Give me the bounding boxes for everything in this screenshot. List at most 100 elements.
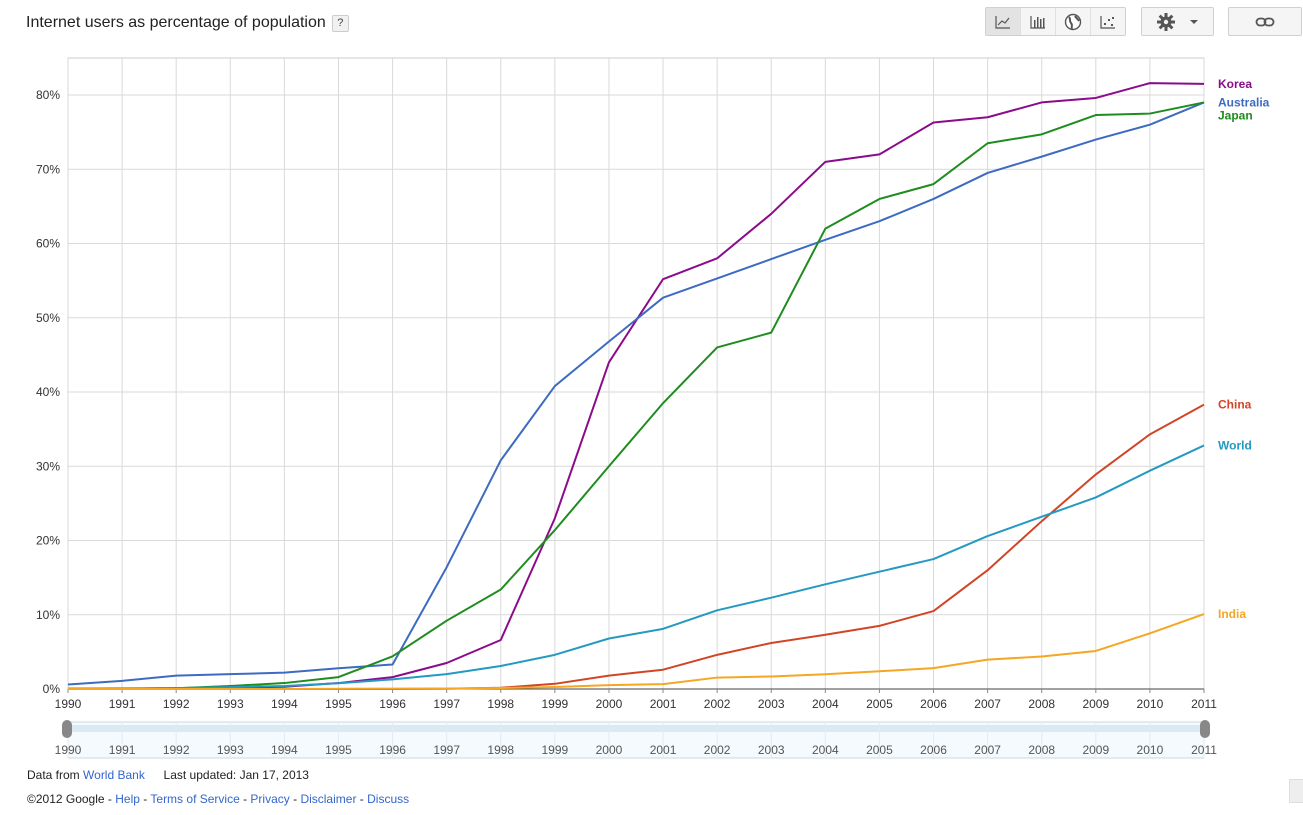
link-icon	[1255, 17, 1275, 26]
settings-button[interactable]	[1141, 7, 1214, 36]
slider-label: 2011	[1191, 743, 1217, 757]
copyright: ©2012 Google	[27, 792, 105, 806]
gear-icon	[1156, 12, 1175, 31]
x-tick-label: 2001	[650, 697, 677, 711]
time-range-slider: 1990 1991 1992 1993 1994 1995 1996 1997 1998 1999…	[55, 720, 1217, 759]
series-line-korea	[67, 82, 1205, 690]
chevron-down-icon	[1189, 19, 1198, 24]
slider-label: 2006	[920, 743, 947, 757]
last-updated: Last updated: Jan 17, 2013	[163, 768, 309, 782]
slider-label: 2008	[1028, 743, 1055, 757]
slider-label: 1994	[271, 743, 298, 757]
slider-label: 1990	[55, 743, 82, 757]
chart-type-toolbar	[985, 7, 1126, 36]
y-tick-label: 50%	[36, 311, 60, 325]
x-tick-label: 2011	[1191, 697, 1217, 711]
scatter-plot-icon	[1100, 15, 1115, 29]
slider-label: 1998	[487, 743, 514, 757]
series-line-china	[68, 403, 1205, 690]
line-chart-button[interactable]	[986, 8, 1021, 35]
x-tick-label: 2009	[1082, 697, 1109, 711]
slider-label: 2005	[866, 743, 893, 757]
x-tick-label: 2004	[812, 697, 839, 711]
help-icon[interactable]: ?	[331, 14, 349, 32]
x-tick-label: 2010	[1137, 697, 1164, 711]
y-tick-label: 0%	[43, 682, 61, 696]
slider-handle-right[interactable]	[1200, 720, 1210, 738]
x-tick-label: 1995	[325, 697, 352, 711]
slider-label: 2009	[1082, 743, 1109, 757]
x-tick-label: 1999	[542, 697, 569, 711]
scatter-plot-button[interactable]	[1091, 8, 1125, 35]
slider-label: 1995	[325, 743, 352, 757]
y-tick-label: 30%	[36, 459, 60, 473]
slider-label: 1997	[433, 743, 460, 757]
disclaimer-link[interactable]: Disclaimer	[300, 792, 357, 806]
x-tick-label: 1990	[55, 697, 82, 711]
series-line-australia	[67, 101, 1205, 686]
x-tick-label: 2008	[1028, 697, 1055, 711]
slider-selection-bar	[68, 725, 1204, 732]
map-view-button[interactable]	[1056, 8, 1091, 35]
slider-label: 1996	[379, 743, 406, 757]
series-label-korea: Korea	[1218, 77, 1252, 91]
y-tick-label: 70%	[36, 162, 60, 176]
globe-map-icon	[1064, 13, 1082, 30]
chart-grid	[67, 57, 1205, 690]
x-tick-label: 1998	[487, 697, 514, 711]
y-tick-label: 60%	[36, 237, 60, 251]
slider-handle-left[interactable]	[62, 720, 72, 738]
terms-link[interactable]: Terms of Service	[150, 792, 240, 806]
slider-label: 2004	[812, 743, 839, 757]
privacy-link[interactable]: Privacy	[250, 792, 290, 806]
x-tick-label: 1994	[271, 697, 298, 711]
slider-label: 1999	[542, 743, 569, 757]
slider-label: 1993	[217, 743, 244, 757]
x-tick-label: 1992	[163, 697, 190, 711]
x-tick-label: 1991	[109, 697, 136, 711]
series-label-world: World	[1218, 438, 1252, 452]
help-link[interactable]: Help	[115, 792, 140, 806]
slider-label: 2007	[974, 743, 1001, 757]
slider-label: 1992	[163, 743, 190, 757]
plot-border	[67, 57, 1205, 690]
x-tick-label: 2006	[920, 697, 947, 711]
series-lines	[67, 82, 1205, 690]
slider-label: 2000	[596, 743, 623, 757]
slider-label: 2002	[704, 743, 731, 757]
y-tick-label: 80%	[36, 88, 60, 102]
slider-label: 2003	[758, 743, 785, 757]
bar-chart-button[interactable]	[1021, 8, 1056, 35]
link-button[interactable]	[1228, 7, 1302, 36]
page-title: Internet users as percentage of populati…	[26, 14, 326, 31]
x-tick-label: 2005	[866, 697, 893, 711]
series-label-india: India	[1218, 607, 1246, 621]
x-tick-label: 1997	[433, 697, 460, 711]
y-tick-label: 10%	[36, 608, 60, 622]
series-line-world	[67, 444, 1205, 690]
series-label-japan: Japan	[1218, 108, 1253, 122]
x-tick-label: 2000	[596, 697, 623, 711]
slider-label: 2001	[650, 743, 677, 757]
data-from-label: Data from	[27, 768, 80, 782]
y-tick-label: 40%	[36, 385, 60, 399]
x-axis-ticks: 1990 1991 1992 1993 1994 1995 1996 1997 1998 1999…	[55, 689, 1217, 711]
slider-label: 1991	[109, 743, 136, 757]
series-line-japan	[67, 101, 1205, 690]
x-tick-label: 1993	[217, 697, 244, 711]
x-tick-label: 2007	[974, 697, 1001, 711]
series-label-china: China	[1218, 398, 1252, 412]
expand-icon[interactable]	[1289, 779, 1303, 803]
y-axis-ticks: 0% 10% 20% 30% 40% 50% 60% 70% 80%	[36, 88, 60, 696]
bar-chart-icon	[1030, 15, 1045, 29]
discuss-link[interactable]: Discuss	[367, 792, 410, 806]
x-tick-label: 2003	[758, 697, 785, 711]
line-chart: 0%10%20%30%40%50%60%70%80% 1990 1991 1992 1…	[36, 57, 1270, 759]
line-chart-icon	[995, 15, 1010, 29]
data-source-line: Data from World Bank Last updated: Jan 1…	[27, 768, 309, 782]
chart-title-row: Internet users as percentage of populati…	[26, 14, 349, 32]
series-line-india	[68, 613, 1205, 690]
world-bank-link[interactable]: World Bank	[83, 768, 145, 782]
x-tick-label: 2002	[704, 697, 731, 711]
